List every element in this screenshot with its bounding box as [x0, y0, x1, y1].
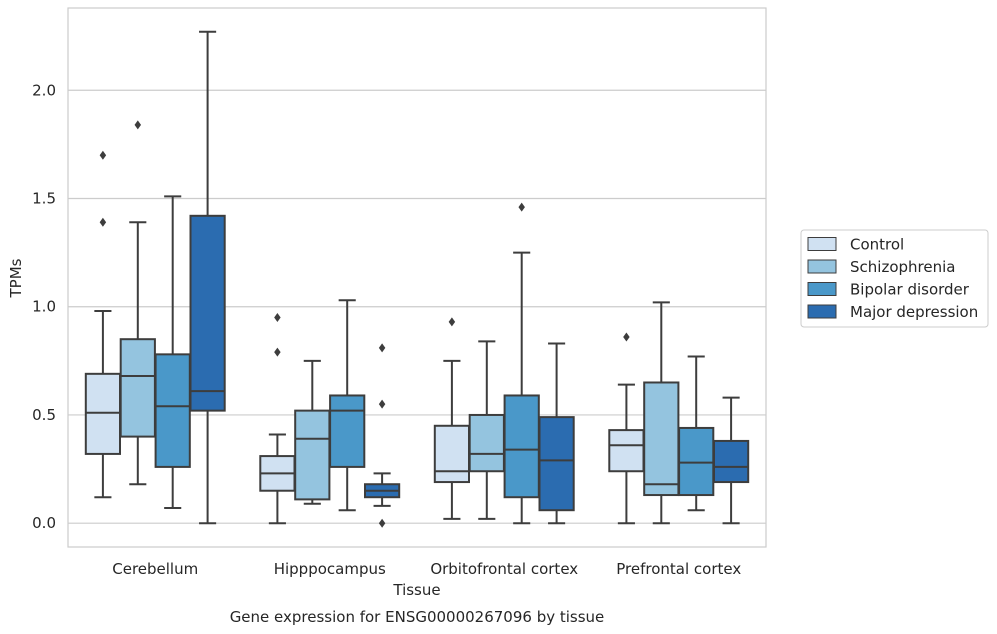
box-iqr — [678, 426, 715, 497]
box-plot — [294, 359, 331, 505]
y-tick-label: 1.5 — [32, 189, 56, 207]
box-iqr — [433, 424, 471, 484]
legend-frame — [800, 229, 989, 328]
box-plot — [643, 301, 680, 525]
box-iqr — [84, 372, 122, 455]
outlier-point — [378, 518, 386, 528]
y-axis-label: TPMs — [7, 258, 25, 298]
outlier-point — [274, 347, 281, 357]
box-plot — [678, 355, 715, 512]
x-axis-label: Tissue — [392, 581, 440, 599]
box-plot — [712, 396, 750, 525]
box-plot — [608, 332, 645, 525]
outlier-point — [518, 202, 525, 212]
x-tick-label: Hipppocampus — [274, 560, 386, 578]
box-plots — [84, 30, 750, 528]
legend-label: Schizophrenia — [850, 258, 955, 276]
legend-label: Control — [850, 236, 904, 254]
box-iqr — [189, 214, 226, 412]
x-tick-labels: Cerebellum Hipppocampus Orbitofrontal cort… — [112, 560, 741, 578]
y-tick-label: 0.0 — [32, 514, 56, 532]
legend-swatch — [807, 237, 837, 251]
legend-label: Bipolar disorder — [850, 281, 970, 299]
box-iqr — [468, 413, 505, 473]
legend-label: Major depression — [850, 303, 978, 321]
box-plot — [538, 342, 575, 525]
y-tick-label: 1.0 — [32, 298, 56, 316]
box-iqr — [154, 353, 191, 468]
outlier-point — [378, 343, 386, 353]
outlier-point — [274, 313, 281, 323]
box-iqr — [329, 394, 366, 468]
legend-swatch — [807, 304, 837, 319]
box-iqr — [294, 409, 331, 501]
x-tick-label: Prefrontal cortex — [616, 560, 741, 578]
outlier-point — [99, 150, 107, 160]
box-iqr — [643, 381, 680, 497]
box-plot — [189, 30, 226, 525]
box-plot — [433, 317, 471, 520]
x-tick-label: Cerebellum — [112, 560, 198, 578]
y-tick-label: 2.0 — [32, 81, 56, 99]
box-iqr — [608, 429, 645, 473]
box-plot — [363, 343, 401, 528]
y-tick-labels: 0.0 0.5 1.0 1.5 2.0 — [32, 81, 56, 532]
box-plot — [84, 150, 122, 499]
plot-frame — [67, 7, 767, 548]
legend: Control Schizophrenia Bipolar disorder Majo… — [800, 229, 989, 328]
outlier-point — [99, 217, 107, 227]
outlier-point — [623, 332, 630, 342]
outlier-point — [378, 399, 386, 409]
legend-swatch — [807, 259, 837, 274]
box-plot — [259, 313, 296, 525]
outlier-point — [448, 317, 456, 327]
box-iqr — [538, 416, 575, 512]
outlier-point — [134, 120, 142, 130]
box-iqr — [712, 439, 750, 484]
x-tick-label: Orbitofrontal cortex — [430, 560, 578, 578]
box-plot — [329, 299, 366, 512]
box-iqr — [503, 394, 540, 499]
legend-swatch — [807, 282, 837, 296]
chart-caption: Gene expression for ENSG00000267096 by t… — [230, 608, 605, 626]
box-plot — [503, 202, 540, 525]
box-iqr — [119, 338, 156, 438]
y-tick-label: 0.5 — [32, 406, 56, 424]
